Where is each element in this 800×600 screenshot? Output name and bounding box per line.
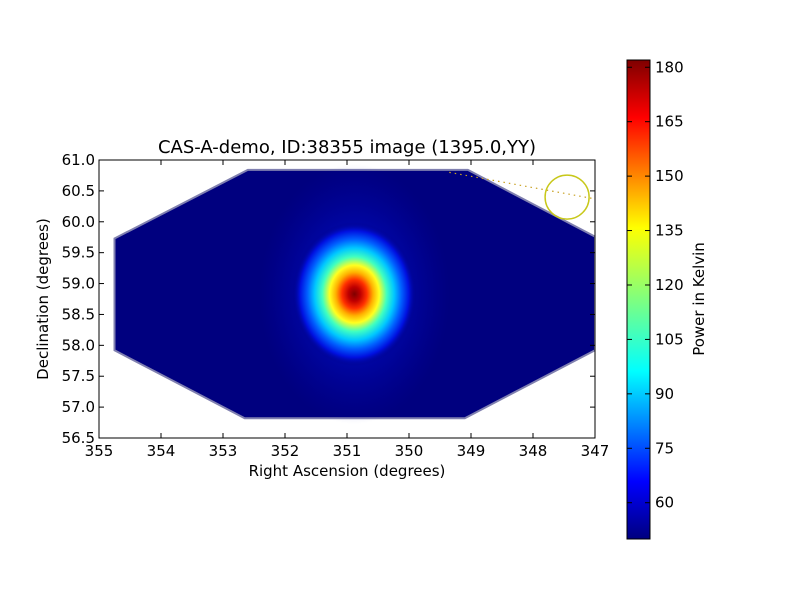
- y-tick-label: 61.0: [62, 151, 95, 169]
- colorbar-tick-label: 165: [655, 113, 684, 131]
- y-tick-label: 58.5: [62, 305, 95, 323]
- colorbar-tick-label: 90: [655, 385, 674, 403]
- y-tick-label: 60.5: [62, 182, 95, 200]
- source-circle: [544, 174, 590, 220]
- colorbar: 60 75 90 105 120 135 150 165 180 Power in Kelvin: [626, 58, 708, 540]
- y-tick-label: 60.0: [62, 213, 95, 231]
- x-tick-label: 349: [457, 442, 486, 460]
- x-tick-label: 352: [271, 442, 300, 460]
- y-axis-ticks: 56.5 57.0 57.5 58.0 58.5 59.0 59.5 60.0 60.5 61.0: [62, 151, 595, 447]
- colorbar-tick-label: 75: [655, 439, 674, 457]
- y-tick-label: 58.0: [62, 336, 95, 354]
- y-tick-label: 57.0: [62, 398, 95, 416]
- y-axis-label: Declination (degrees): [34, 218, 52, 380]
- y-tick-label: 59.5: [62, 244, 95, 262]
- x-tick-label: 351: [333, 442, 362, 460]
- x-tick-label: 353: [209, 442, 238, 460]
- y-tick-label: 59.0: [62, 275, 95, 293]
- colorbar-tick-label: 180: [655, 58, 684, 76]
- plot-area: [98, 159, 596, 439]
- emission-peak: [292, 222, 417, 367]
- colorbar-ticks: 60 75 90 105 120 135 150 165 180: [627, 58, 684, 512]
- x-axis-label: Right Ascension (degrees): [249, 462, 446, 480]
- x-tick-label: 350: [395, 442, 424, 460]
- colorbar-tick-label: 150: [655, 167, 684, 185]
- colorbar-tick-label: 60: [655, 494, 674, 512]
- colorbar-tick-label: 105: [655, 330, 684, 348]
- x-tick-label: 347: [581, 442, 610, 460]
- x-tick-label: 355: [85, 442, 114, 460]
- x-axis-ticks: 355 354 353 352 351 350 349 348 347: [85, 160, 610, 460]
- colorbar-label: Power in Kelvin: [690, 242, 708, 356]
- x-tick-label: 348: [519, 442, 548, 460]
- colorbar-tick-label: 135: [655, 222, 684, 240]
- colorbar-tick-label: 120: [655, 276, 684, 294]
- colorbar-gradient: [626, 59, 651, 540]
- y-tick-label: 57.5: [62, 367, 95, 385]
- chart-title: CAS-A-demo, ID:38355 image (1395.0,YY): [158, 137, 536, 158]
- x-tick-label: 354: [147, 442, 176, 460]
- y-tick-label: 56.5: [62, 429, 95, 447]
